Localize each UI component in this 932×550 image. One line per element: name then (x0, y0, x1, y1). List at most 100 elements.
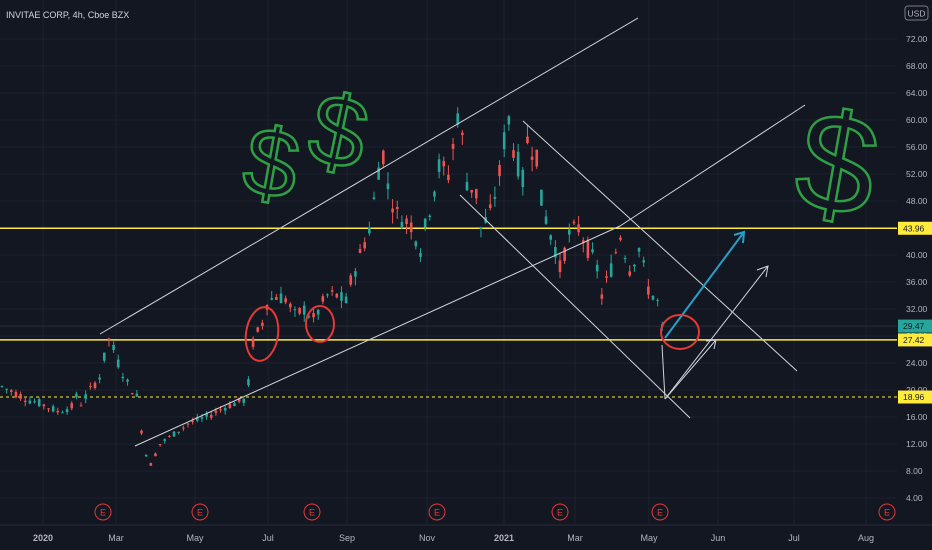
circle-annotations (244, 305, 700, 362)
candle-body (247, 379, 250, 386)
candle-body (275, 297, 278, 300)
y-tick-label: 32.00 (906, 304, 928, 314)
candle-body (451, 143, 455, 149)
candle-body (270, 298, 273, 300)
currency-button[interactable] (904, 5, 929, 21)
earnings-marker-label: E (657, 508, 663, 518)
candle-body (395, 206, 399, 210)
candle-body (223, 407, 227, 411)
earnings-marker-label: E (557, 508, 563, 518)
candle-body (549, 235, 552, 240)
candle-body (14, 391, 18, 398)
earnings-marker (651, 503, 669, 521)
candle-body (214, 410, 218, 413)
candle-body (335, 293, 339, 298)
projection-line-3 (664, 265, 769, 400)
projection-arrowhead-2 (756, 265, 769, 278)
candle-body (126, 379, 129, 382)
target-arrow-line (664, 231, 745, 339)
earnings-marker-label: E (100, 508, 106, 518)
candle-body (382, 150, 385, 165)
price-badge-label: 18.96 (903, 392, 925, 402)
candle-body (293, 309, 297, 311)
candle-body (502, 132, 506, 150)
candle-body (70, 403, 74, 409)
earnings-marker-label: E (434, 508, 440, 518)
candle-body (121, 376, 125, 379)
candle-body (419, 252, 422, 257)
price-badge-label: 27.42 (903, 335, 925, 345)
x-tick-label: Jul (788, 533, 800, 543)
candle-body (386, 183, 390, 190)
y-tick-label: 4.00 (906, 493, 923, 503)
candle-body (251, 338, 255, 347)
candle-body (563, 247, 566, 261)
candle-body (372, 197, 376, 200)
price-badge (898, 319, 932, 333)
candle-body (154, 453, 157, 457)
candle-body (461, 132, 464, 136)
candle-body (526, 136, 529, 144)
candle-body (37, 399, 41, 407)
down-channel-lower (459, 194, 691, 419)
candle-body (302, 305, 306, 315)
earnings-marker-label: E (884, 508, 890, 518)
channel-upper-2 (619, 104, 806, 227)
candle-body (619, 237, 622, 240)
candle-body (168, 435, 171, 437)
grid-lines (0, 0, 897, 525)
y-tick-label: 8.00 (906, 466, 923, 476)
candle-body (89, 385, 92, 387)
chart-title: INVITAE CORP, 4h, Cboe BZX (6, 10, 129, 20)
candle-body (23, 400, 27, 402)
candle-body (233, 403, 236, 407)
candle-body (149, 463, 153, 466)
candle-body (377, 167, 380, 180)
candle-body (633, 264, 636, 267)
candle-body (479, 226, 483, 230)
price-badge (898, 221, 932, 235)
candle-body (65, 409, 69, 413)
candle-body (521, 169, 525, 188)
y-tick-label: 40.00 (906, 250, 928, 260)
candle-body (368, 227, 371, 234)
candle-body (228, 403, 232, 409)
target-arrowhead (733, 230, 746, 244)
candle-body (358, 249, 362, 253)
x-tick-label: Mar (567, 533, 583, 543)
candle-body (209, 414, 213, 418)
candle-body (28, 400, 32, 404)
candle-body (279, 293, 283, 304)
candle-body (507, 116, 511, 125)
x-tick-label: May (186, 533, 204, 543)
time-axis-labels: 2020 Mar May Jul Sep Nov 2021 Mar May Jun Jul Aug (33, 533, 874, 543)
candle-body (326, 294, 329, 296)
candle-body (637, 248, 641, 252)
candle-body (312, 313, 315, 318)
candle-body (605, 276, 608, 278)
candle-body (609, 263, 613, 277)
candle-body (256, 327, 260, 332)
candle-body (400, 221, 404, 229)
candle-body (577, 224, 580, 233)
candle-body (498, 164, 501, 177)
candle-body (647, 286, 650, 295)
candle-body (75, 393, 78, 398)
circle-may-2021 (660, 314, 700, 350)
candle-body (116, 359, 120, 368)
price-axis-panel[interactable] (897, 0, 932, 550)
x-tick-label: Mar (108, 533, 124, 543)
candle-body (19, 394, 22, 399)
candle-body (56, 410, 60, 413)
price-badge-label: 43.96 (903, 223, 925, 233)
candlestick-series (0, 107, 664, 466)
candle-body (572, 221, 576, 224)
candle-body (191, 420, 194, 423)
candle-body (344, 296, 348, 304)
candle-body (5, 388, 8, 390)
candle-body (158, 444, 162, 446)
candle-body (182, 427, 185, 429)
candle-body (423, 218, 427, 228)
candle-body (130, 393, 134, 395)
